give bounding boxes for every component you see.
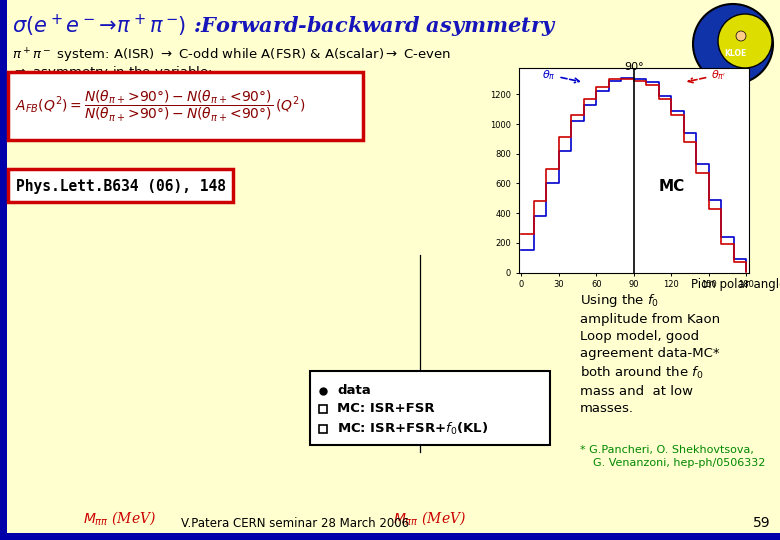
Bar (319, 405, 327, 413)
Text: Pion polar angle [°]: Pion polar angle [°] (691, 278, 780, 291)
Text: * G.Pancheri, O. Shekhovtsova,: * G.Pancheri, O. Shekhovtsova, (580, 445, 754, 455)
Text: $\theta_{\pi'}$: $\theta_{\pi'}$ (688, 68, 726, 83)
Text: G. Venanzoni, hep-ph/0506332: G. Venanzoni, hep-ph/0506332 (593, 458, 765, 468)
Text: $\theta_\pi$: $\theta_\pi$ (542, 68, 580, 83)
Text: Using the $f_0$
amplitude from Kaon
Loop model, good
agreement data-MC*
both aro: Using the $f_0$ amplitude from Kaon Loop… (580, 292, 720, 415)
Text: KLOE: KLOE (724, 50, 746, 58)
Text: 90°: 90° (624, 62, 643, 72)
Bar (319, 425, 327, 433)
Bar (8, 169, 233, 202)
Text: $M_{\pi\pi}$ (MeV): $M_{\pi\pi}$ (MeV) (83, 509, 156, 527)
Bar (0, 533, 780, 540)
Text: $\pi^+\pi^-$ system: A(ISR) $\rightarrow$ C-odd while A(FSR) & A(scalar)$\righta: $\pi^+\pi^-$ system: A(ISR) $\rightarrow… (12, 47, 452, 65)
Circle shape (693, 4, 773, 84)
Text: MC: ISR+FSR: MC: ISR+FSR (337, 402, 434, 415)
Circle shape (736, 31, 746, 41)
Text: MC: ISR+FSR+$f_0$(KL): MC: ISR+FSR+$f_0$(KL) (337, 421, 488, 437)
Text: $\sigma(e^+e^-\!\rightarrow\!\pi^+\pi^-\!)$ :Forward-backward asymmetry: $\sigma(e^+e^-\!\rightarrow\!\pi^+\pi^-\… (12, 13, 557, 40)
Circle shape (718, 14, 772, 68)
Bar (0, 0, 7, 540)
Text: Phys.Lett.B634 (06), 148: Phys.Lett.B634 (06), 148 (16, 179, 226, 193)
Text: $A_{FB}(Q^2) = \dfrac{N(\theta_{\pi+}\!>\!90°)-N(\theta_{\pi+}\!<\!90°)}{N(\thet: $A_{FB}(Q^2) = \dfrac{N(\theta_{\pi+}\!>… (15, 89, 305, 124)
Text: V.Patera CERN seminar 28 March 2006: V.Patera CERN seminar 28 March 2006 (181, 517, 409, 530)
Text: 59: 59 (753, 516, 771, 530)
Text: $M_{\pi\pi}$ (MeV): $M_{\pi\pi}$ (MeV) (393, 509, 466, 527)
Text: $\Rightarrow$ asymmetry in the variable:: $\Rightarrow$ asymmetry in the variable: (12, 64, 213, 81)
Bar (310, 371, 550, 445)
Text: data: data (337, 384, 370, 397)
Text: MC: MC (658, 179, 684, 194)
Bar (8, 72, 363, 140)
